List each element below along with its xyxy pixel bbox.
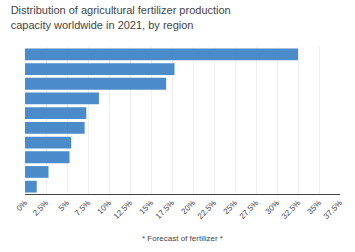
- svg-text:22.5%: 22.5%: [196, 198, 218, 220]
- svg-text:2.5%: 2.5%: [31, 198, 50, 217]
- svg-text:20%: 20%: [180, 198, 198, 216]
- svg-text:30%: 30%: [264, 198, 282, 216]
- svg-text:32.5%: 32.5%: [280, 198, 302, 220]
- svg-text:7.5%: 7.5%: [73, 198, 92, 217]
- svg-text:0%: 0%: [15, 198, 30, 213]
- svg-text:* Forecast of fertilizer *: * Forecast of fertilizer *: [142, 234, 223, 243]
- svg-text:35%: 35%: [306, 198, 324, 216]
- svg-text:17.5%: 17.5%: [154, 198, 176, 220]
- svg-text:5%: 5%: [57, 198, 72, 213]
- svg-text:25%: 25%: [222, 198, 240, 216]
- svg-text:Distribution of agricultural f: Distribution of agricultural fertilizer …: [11, 4, 231, 30]
- svg-text:15%: 15%: [138, 198, 156, 216]
- svg-text:27.5%: 27.5%: [238, 198, 260, 220]
- svg-text:10%: 10%: [96, 198, 114, 216]
- svg-text:37.5%: 37.5%: [322, 198, 344, 220]
- svg-text:12.5%: 12.5%: [112, 198, 134, 220]
